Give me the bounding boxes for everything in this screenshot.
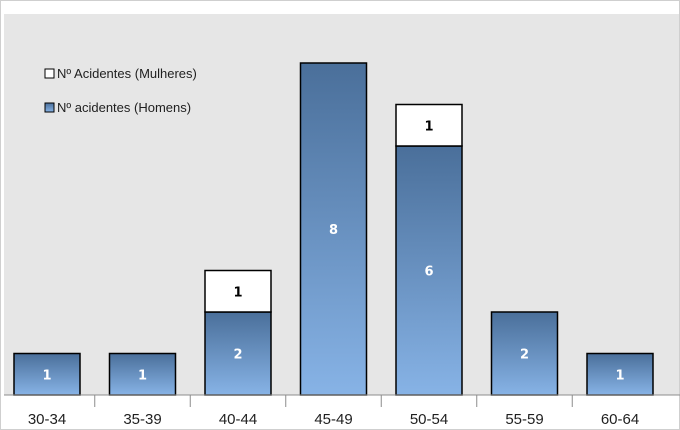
- x-axis: 30-34 35-39 40-44 45-49 50-54 55-59 60-64: [4, 394, 680, 428]
- data-label-mulheres-50-54: 1: [424, 119, 433, 134]
- x-tick-label-50-54: 50-54: [410, 411, 448, 428]
- bar-homens-30-34: [13, 352, 81, 396]
- data-label-homens-40-44: 2: [233, 348, 242, 363]
- bar-homens-45-49: [299, 62, 368, 396]
- bar-homens-60-64: [586, 352, 654, 396]
- data-labels-layer: 1 1 2 1 8 6 1 2 1: [42, 119, 624, 383]
- x-tick-label-30-34: 30-34: [28, 411, 66, 428]
- data-label-homens-60-64: 1: [615, 368, 624, 383]
- bar-homens-40-44: [204, 311, 272, 396]
- bars-layer: [13, 62, 654, 396]
- legend-swatch-mulheres: [44, 68, 55, 79]
- data-label-homens-50-54: 6: [424, 265, 433, 280]
- bar-mulheres-40-44: [204, 269, 272, 313]
- data-label-homens-55-59: 2: [520, 348, 529, 363]
- x-tick-label-35-39: 35-39: [123, 411, 161, 428]
- legend: Nº Acidentes (Mulheres) Nº acidentes (Hom…: [44, 66, 197, 115]
- x-tick-label-40-44: 40-44: [219, 411, 257, 428]
- x-tick-label-55-59: 55-59: [505, 411, 543, 428]
- legend-label-mulheres: Nº Acidentes (Mulheres): [57, 66, 197, 81]
- data-label-mulheres-40-44: 1: [233, 285, 242, 300]
- x-tick-label-60-64: 60-64: [601, 411, 639, 428]
- legend-label-homens: Nº acidentes (Homens): [57, 100, 191, 115]
- data-label-homens-45-49: 8: [329, 223, 338, 238]
- data-label-homens-35-39: 1: [138, 368, 147, 383]
- data-label-homens-30-34: 1: [42, 368, 51, 383]
- legend-swatch-homens: [44, 102, 55, 113]
- bar-mulheres-50-54: [395, 103, 463, 147]
- x-tick-label-45-49: 45-49: [314, 411, 352, 428]
